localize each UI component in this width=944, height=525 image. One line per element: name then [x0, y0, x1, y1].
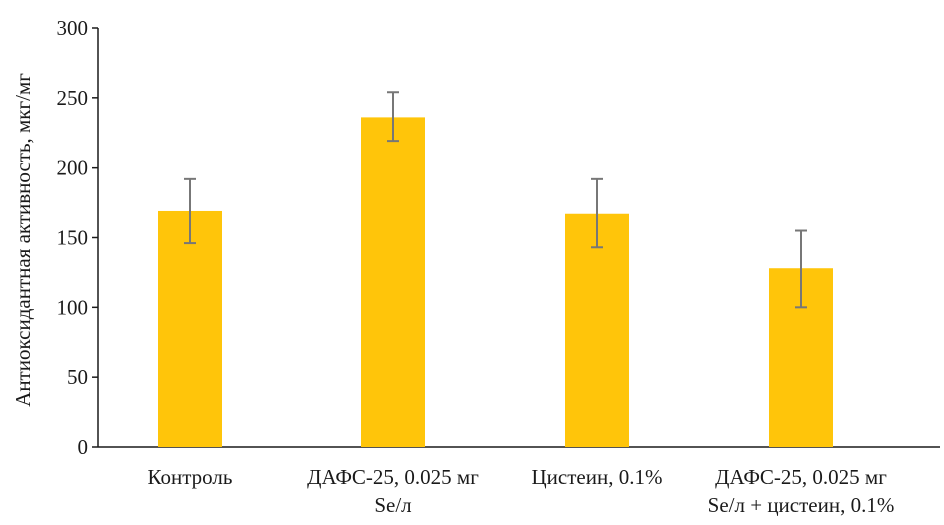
bars — [158, 117, 833, 448]
bar — [158, 210, 222, 447]
y-tick-labels: 0 50 100 150 200 250 300 — [57, 16, 98, 459]
bar — [361, 117, 425, 448]
category-label-line: Контроль — [148, 465, 233, 489]
y-tick-label: 50 — [67, 365, 88, 389]
category-label: ДАФС-25, 0.025 мг Se/л — [307, 465, 479, 517]
category-label-line: ДАФС-25, 0.025 мг — [307, 465, 479, 489]
error-bars — [184, 91, 807, 309]
category-label-line: Цистеин, 0.1% — [532, 465, 663, 489]
y-axis-title-group: Антиоксидантная активность, мкг/мг — [11, 73, 35, 407]
y-tick-label: 250 — [57, 86, 89, 110]
category-label: Контроль — [148, 465, 233, 489]
category-label-line: Se/л + цистеин, 0.1% — [708, 493, 895, 517]
bar — [565, 213, 629, 447]
y-tick-label: 0 — [78, 435, 89, 459]
y-tick-label: 100 — [57, 295, 89, 319]
y-tick-label: 150 — [57, 226, 89, 250]
category-label: ДАФС-25, 0.025 мг Se/л + цистеин, 0.1% — [708, 465, 895, 517]
y-tick-label: 200 — [57, 156, 89, 180]
y-axis-title: Антиоксидантная активность, мкг/мг — [11, 73, 35, 407]
y-tick-label: 300 — [57, 16, 89, 40]
category-label-line: ДАФС-25, 0.025 мг — [715, 465, 887, 489]
category-label: Цистеин, 0.1% — [532, 465, 663, 489]
category-label-line: Se/л — [374, 493, 411, 517]
category-labels: Контроль ДАФС-25, 0.025 мг Se/л Цистеин, 0.… — [148, 465, 895, 517]
